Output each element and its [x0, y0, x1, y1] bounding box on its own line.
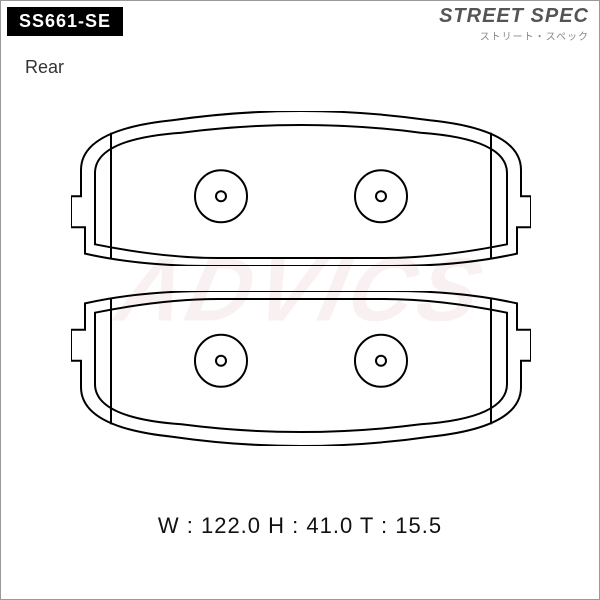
technical-drawing: ADVICS: [1, 81, 600, 501]
position-label: Rear: [25, 57, 64, 78]
brand-sub: ストリート・スペック: [439, 28, 589, 43]
brake-pad-outline: [71, 291, 531, 446]
part-number-badge: SS661-SE: [7, 7, 123, 36]
brand-block: STREET SPEC ストリート・スペック: [439, 5, 589, 43]
brand-main: STREET SPEC: [439, 5, 589, 28]
dimensions-line: W : 122.0 H : 41.0 T : 15.5: [1, 513, 599, 539]
brake-pad-outline: [71, 111, 531, 266]
